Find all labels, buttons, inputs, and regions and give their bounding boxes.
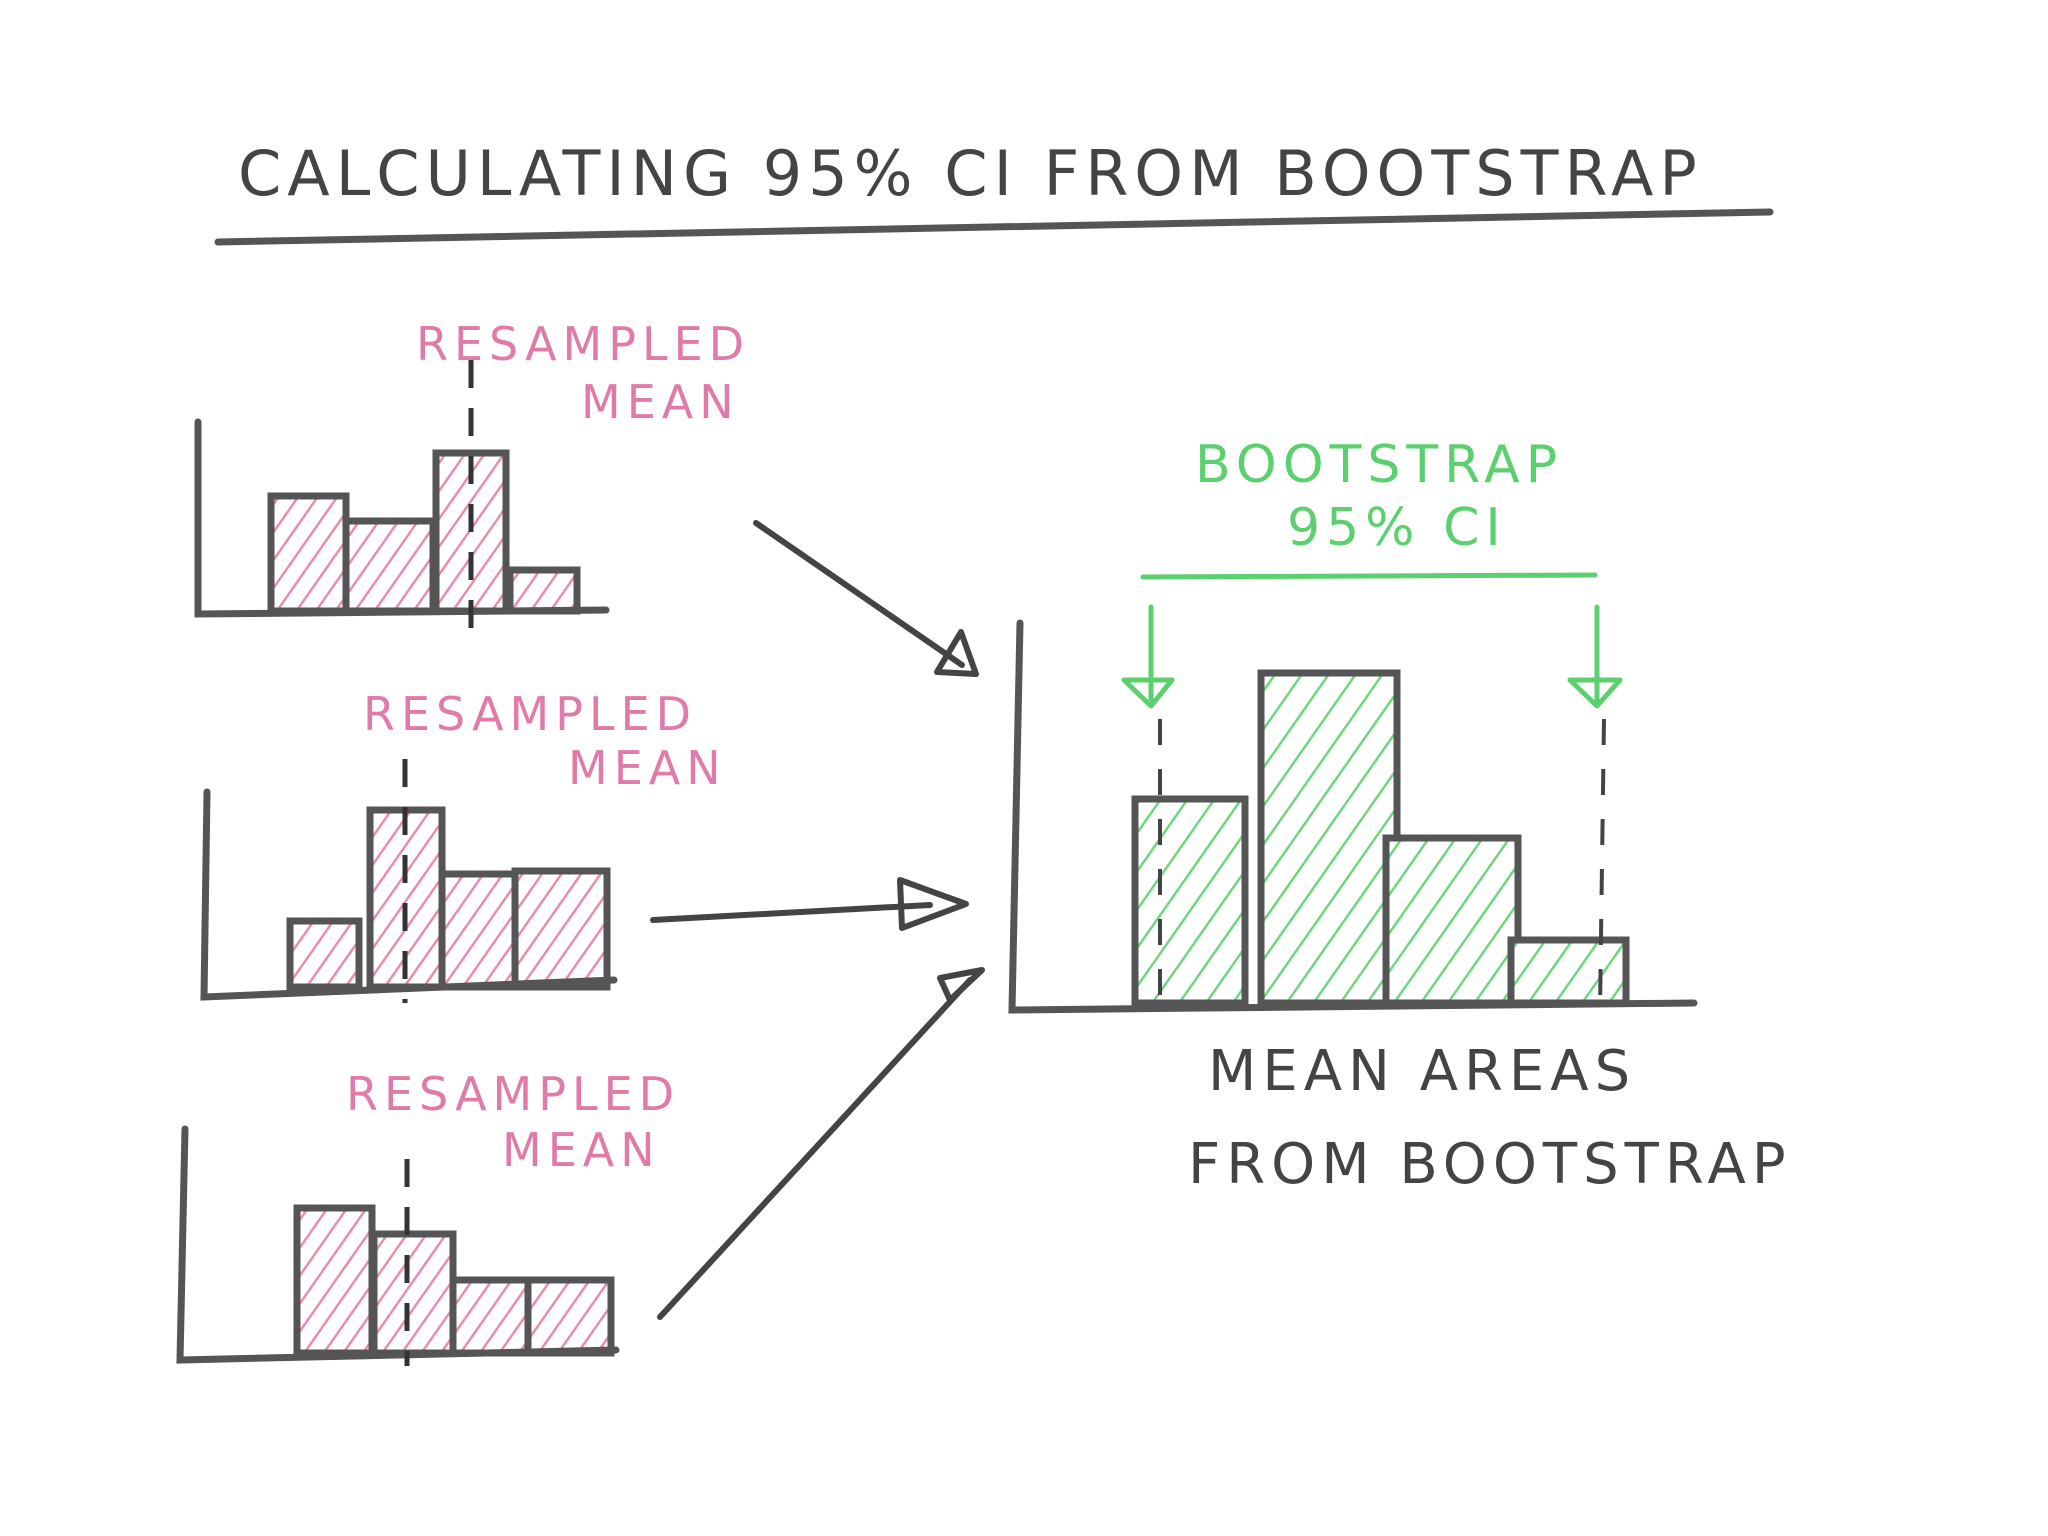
bar: [438, 870, 525, 991]
bar: [293, 1204, 376, 1357]
bar: [511, 867, 611, 991]
label: MEAN: [568, 741, 727, 795]
arrow: [650, 902, 933, 923]
caption: MEAN AREAS: [1208, 1039, 1636, 1104]
resample-panel: RESAMPLED MEAN: [194, 317, 750, 636]
arrowhead: [897, 877, 969, 931]
bar: [506, 566, 581, 615]
arrows: [650, 520, 985, 1320]
title-underline: [214, 208, 1774, 246]
arrow: [657, 977, 973, 1320]
arrowhead: [937, 967, 985, 1003]
caption: FROM BOOTSTRAP: [1188, 1132, 1792, 1197]
label: RESAMPLED: [363, 687, 697, 741]
axis: [176, 1125, 620, 1364]
bar: [370, 1230, 457, 1357]
ci-bracket: [1140, 572, 1598, 580]
label: RESAMPLED: [346, 1067, 680, 1121]
bar: [267, 492, 350, 615]
bar: [1382, 834, 1522, 1007]
ci-arrow: [1121, 604, 1175, 709]
label: MEAN: [581, 375, 740, 429]
bar: [1131, 795, 1249, 1007]
resample-panel: RESAMPLED MEAN: [200, 687, 727, 1003]
bootstrap-panel: BOOTSTRAP 95% CI MEAN AREAS FROM BOOTSTR…: [1008, 435, 1792, 1197]
axis: [1008, 619, 1698, 1014]
title: CALCULATING 95% CI FROM BOOTSTRAP: [238, 137, 1703, 210]
ci-label: 95% CI: [1287, 498, 1507, 558]
arrow: [753, 520, 965, 668]
bar: [449, 1276, 532, 1357]
resample-panel: RESAMPLED MEAN: [176, 1067, 680, 1366]
bar: [1257, 669, 1401, 1007]
bar: [1507, 936, 1630, 1007]
ci-arrow: [1567, 604, 1623, 709]
label: RESAMPLED: [416, 317, 750, 371]
bar: [342, 517, 437, 615]
arrowhead: [934, 629, 979, 677]
label: MEAN: [502, 1123, 661, 1177]
ci-label: BOOTSTRAP: [1195, 435, 1563, 495]
bar: [286, 917, 363, 991]
bar: [524, 1276, 615, 1357]
axis: [200, 788, 618, 1001]
